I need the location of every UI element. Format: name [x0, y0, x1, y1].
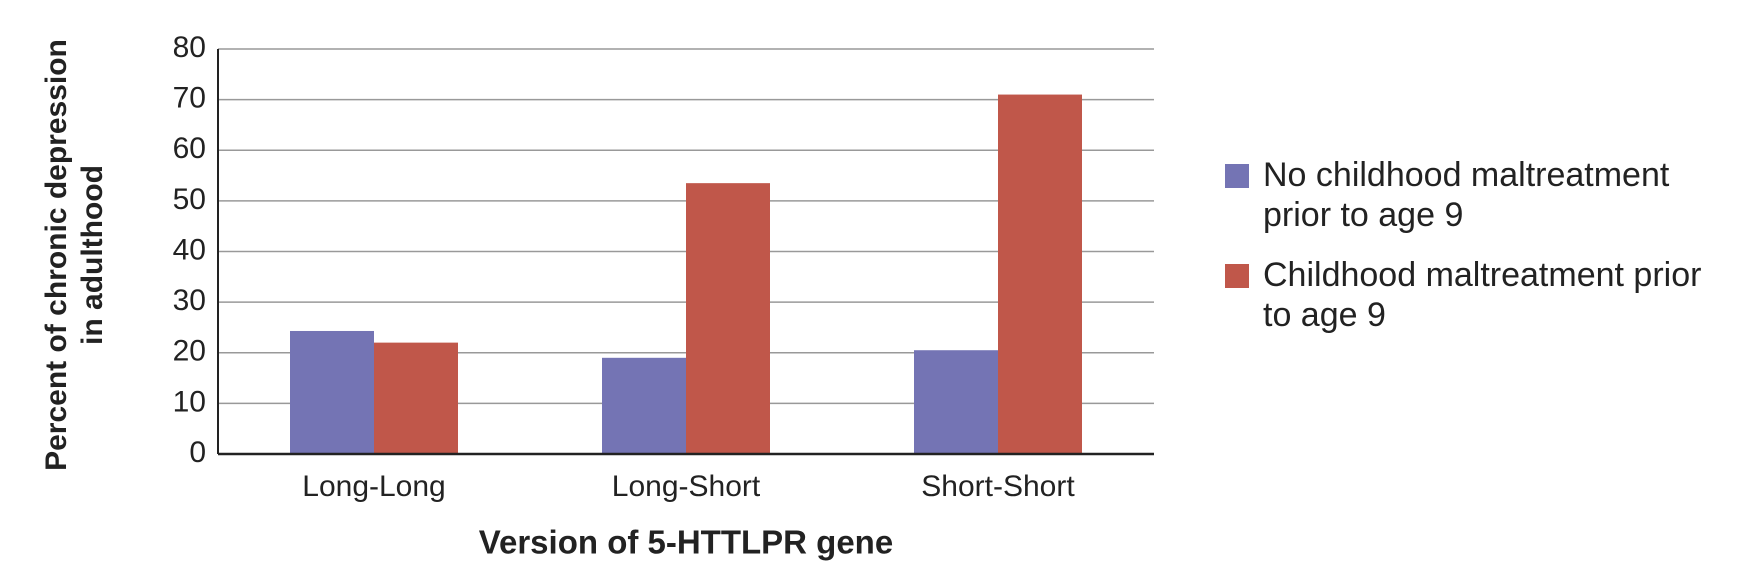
legend-item: Childhood maltreatment prior to age 9 [1225, 255, 1725, 335]
y-tick-label: 70 [173, 82, 206, 115]
x-tick-label: Long-Long [302, 470, 445, 503]
bar [290, 330, 374, 454]
bar [602, 357, 686, 454]
y-tick-label: 60 [173, 132, 206, 165]
y-axis-label: Percent of chronic depression in adultho… [40, 39, 109, 471]
y-tick-label: 10 [173, 385, 206, 418]
y-tick-label: 50 [173, 183, 206, 216]
legend-swatch [1225, 164, 1249, 188]
legend-item: No childhood maltreatment prior to age 9 [1225, 155, 1725, 235]
y-tick-label: 20 [173, 335, 206, 368]
bar [914, 350, 998, 454]
y-tick-label: 30 [173, 284, 206, 317]
legend-label: No childhood maltreatment prior to age 9 [1263, 156, 1670, 234]
y-tick-label: 0 [189, 436, 206, 469]
x-tick-label: Long-Short [612, 470, 761, 503]
y-tick-label: 80 [173, 31, 206, 64]
y-tick-label: 40 [173, 233, 206, 266]
legend-swatch [1225, 264, 1249, 288]
legend: No childhood maltreatment prior to age 9… [1225, 155, 1725, 355]
bar [374, 342, 458, 454]
bar [686, 183, 770, 454]
x-tick-label: Short-Short [921, 470, 1075, 503]
legend-label: Childhood maltreatment prior to age 9 [1263, 256, 1702, 334]
x-axis-label: Version of 5-HTTLPR gene [479, 524, 893, 561]
bar [998, 94, 1082, 454]
